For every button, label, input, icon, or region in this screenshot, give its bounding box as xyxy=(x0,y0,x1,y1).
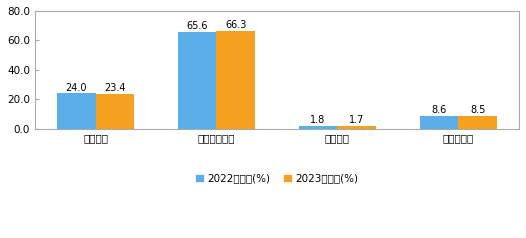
Text: 65.6: 65.6 xyxy=(186,21,208,31)
Bar xyxy=(420,116,458,129)
Bar xyxy=(299,126,337,129)
Bar xyxy=(96,94,134,129)
Bar xyxy=(178,32,217,129)
Text: 23.4: 23.4 xyxy=(104,83,126,93)
Legend: 2022年占比(%), 2023年占比(%): 2022年占比(%), 2023年占比(%) xyxy=(191,169,363,188)
Text: 1.8: 1.8 xyxy=(310,115,326,125)
Bar xyxy=(57,93,96,129)
Text: 1.7: 1.7 xyxy=(349,115,365,125)
Bar xyxy=(337,126,376,129)
Text: 8.5: 8.5 xyxy=(470,105,485,115)
Bar xyxy=(458,116,497,129)
Bar xyxy=(217,31,255,129)
Text: 66.3: 66.3 xyxy=(225,20,247,30)
Text: 24.0: 24.0 xyxy=(65,83,87,93)
Text: 8.6: 8.6 xyxy=(431,105,447,115)
